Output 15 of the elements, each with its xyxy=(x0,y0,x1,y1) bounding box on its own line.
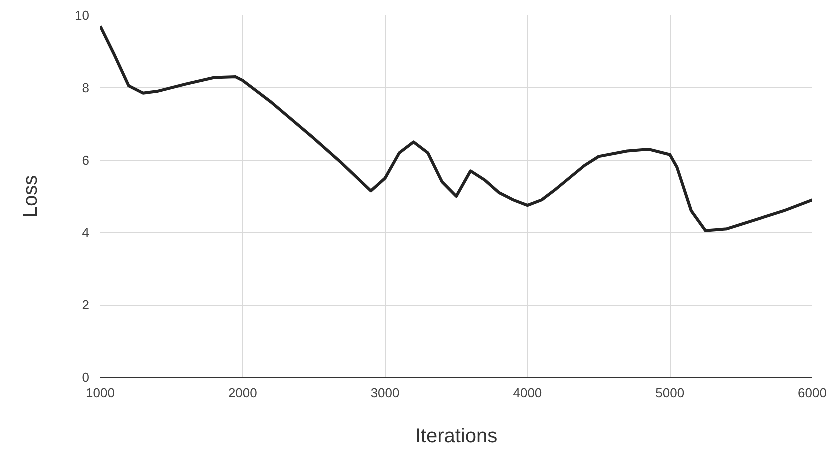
y-tick-label: 0 xyxy=(82,370,90,385)
y-tick-label: 6 xyxy=(82,152,90,168)
x-tick-label: 2000 xyxy=(228,386,258,400)
x-tick-label: 5000 xyxy=(656,386,685,400)
x-tick-label: 6000 xyxy=(798,386,827,400)
x-axis-title: Iterations xyxy=(415,426,498,448)
y-axis-title: Loss xyxy=(20,175,42,218)
y-tick-label: 8 xyxy=(82,80,90,96)
y-tick-label: 10 xyxy=(75,8,90,23)
y-tick-label: 2 xyxy=(82,298,90,313)
line-series xyxy=(100,24,812,232)
x-tick-label: 4000 xyxy=(513,386,542,400)
x-tick-label: 3000 xyxy=(370,386,400,400)
y-tick-label: 4 xyxy=(82,225,90,240)
x-tick-label: 1000 xyxy=(86,386,115,400)
